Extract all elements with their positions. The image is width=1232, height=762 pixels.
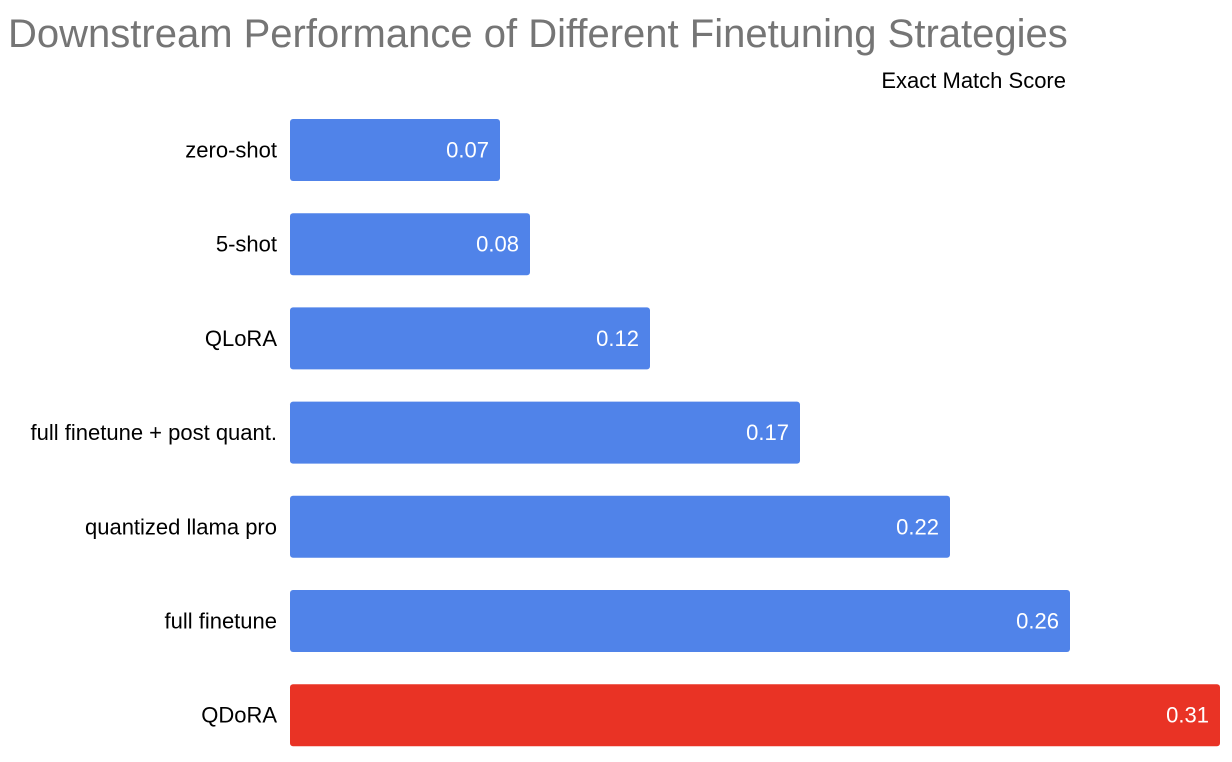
bars-layer: zero-shot 0.07 5-shot 0.08 QLoRA 0.12 full fin… <box>31 119 1220 747</box>
metric-label: Exact Match Score <box>881 68 1066 93</box>
bar-0 <box>290 119 500 181</box>
bar-5 <box>290 590 1070 652</box>
value-label: 0.31 <box>1166 703 1209 728</box>
category-label: QLoRA <box>205 326 277 351</box>
bar-6 <box>290 684 1220 747</box>
category-label: full finetune <box>164 609 277 634</box>
bar-1 <box>290 213 530 276</box>
value-label: 0.08 <box>476 232 519 257</box>
category-label: full finetune + post quant. <box>31 420 277 445</box>
category-label: QDoRA <box>201 703 277 728</box>
category-label: zero-shot <box>185 138 277 163</box>
value-label: 0.26 <box>1016 609 1059 634</box>
category-label: 5-shot <box>216 232 277 257</box>
value-label: 0.22 <box>896 514 939 539</box>
value-label: 0.12 <box>596 326 639 351</box>
value-label: 0.17 <box>746 420 789 445</box>
bar-3 <box>290 401 800 464</box>
chart-title: Downstream Performance of Different Fine… <box>8 12 1068 56</box>
bar-2 <box>290 307 650 370</box>
bar-4 <box>290 495 950 558</box>
value-label: 0.07 <box>446 138 489 163</box>
category-label: quantized llama pro <box>85 514 277 539</box>
